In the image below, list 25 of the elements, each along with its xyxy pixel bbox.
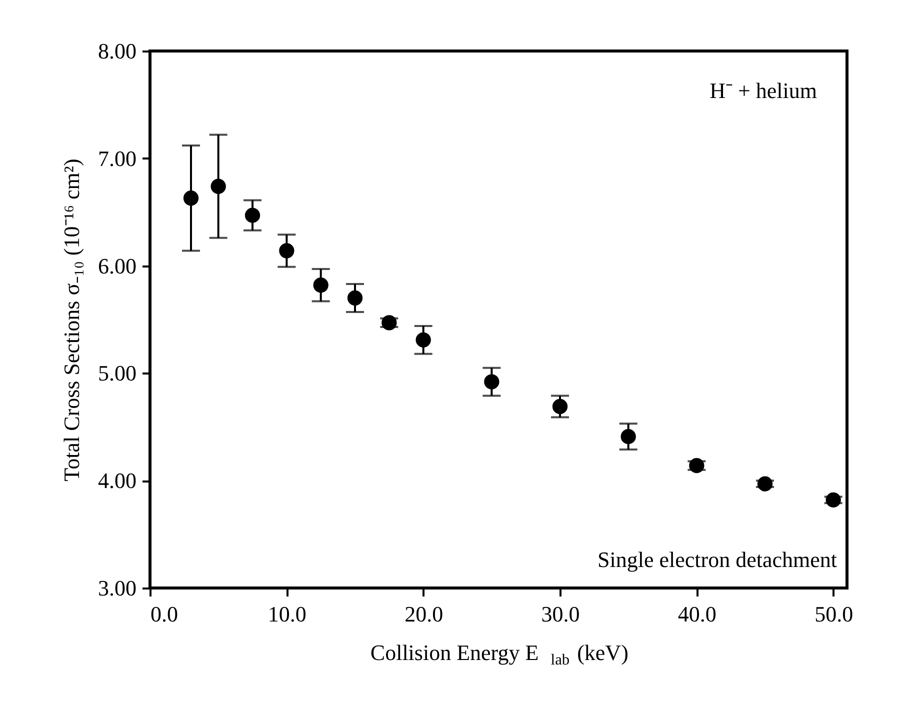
y-tick-label: 5.00	[98, 360, 136, 386]
x-tick-label: 50.0	[814, 602, 854, 626]
y-tick-label: 7.00	[98, 146, 136, 171]
x-tick-label: 30.0	[541, 602, 580, 626]
x-tick-label: 40.0	[678, 602, 716, 626]
point	[313, 278, 328, 293]
x-tick-label: 0.0	[150, 602, 178, 626]
y-axis-title: Total Cross Sections σ₋₁₀ (10⁻¹⁶ cm²)	[59, 158, 84, 482]
point	[416, 332, 431, 348]
y-tick-label: 8.00	[98, 38, 136, 64]
point	[347, 290, 363, 306]
y-tick-label: 4.00	[98, 468, 136, 494]
annotation: Single electron detachment	[598, 547, 837, 572]
point	[620, 429, 636, 444]
x-tick-label: 10.0	[268, 602, 306, 626]
x-tick-label: 20.0	[404, 602, 444, 626]
point	[552, 398, 568, 414]
point	[279, 243, 294, 258]
point	[244, 208, 260, 223]
point	[183, 190, 199, 206]
y-tick-label: 6.00	[98, 253, 136, 278]
annotation: H⁻ + helium	[710, 78, 817, 103]
y-tick-label: 3.00	[98, 576, 136, 600]
point	[484, 374, 500, 390]
point	[210, 178, 226, 194]
